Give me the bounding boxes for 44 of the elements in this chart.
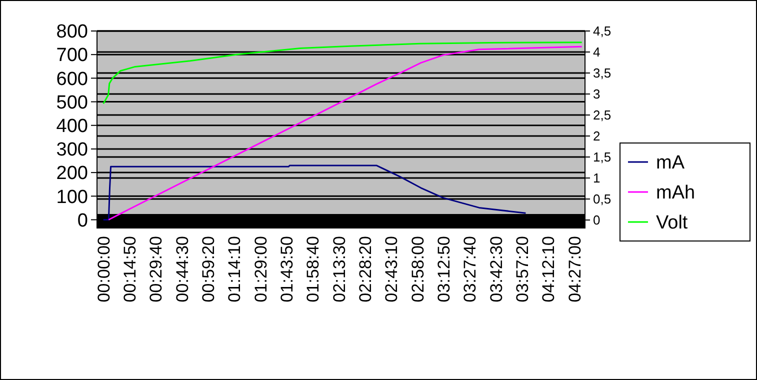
x-tick-label: 00:29:40 [146, 236, 166, 302]
y-tick-label: 500 [56, 92, 88, 114]
x-tick-label: 03:12:50 [434, 236, 454, 302]
y2-tick-label: 3,5 [593, 66, 612, 81]
x-tick-label: 03:27:40 [460, 236, 480, 302]
y2-tick-label: 2,5 [593, 108, 612, 123]
line-series [102, 42, 583, 104]
x-tick-label: 03:42:30 [486, 236, 506, 302]
line-series [108, 46, 583, 220]
y-tick-label: 700 [56, 45, 88, 66]
x-tick-label: 00:14:50 [120, 236, 140, 302]
y-tick-label: 600 [56, 68, 88, 90]
y2-tick-label: 3 [593, 86, 600, 102]
x-tick-label: 00:44:30 [172, 236, 192, 302]
x-tick-label: 01:29:00 [251, 236, 270, 302]
y2-tick-label: 4,5 [593, 24, 612, 39]
y2-tick-label: 4 [593, 44, 600, 60]
line-series [102, 164, 526, 220]
x-tick-label: 03:57:20 [513, 236, 532, 302]
y-tick-label: 400 [56, 116, 88, 138]
x-tick-label: 01:58:40 [304, 236, 323, 302]
y2-tick-label: 1 [593, 170, 600, 186]
x-tick-label: 02:58:00 [408, 236, 428, 302]
y-tick-label: 100 [56, 186, 88, 208]
legend-label: mA [656, 152, 685, 174]
legend-label: mAh [656, 182, 696, 204]
x-tick-label: 04:12:10 [539, 236, 558, 302]
legend-label: Volt [656, 212, 688, 234]
y2-tick-label: 1,5 [593, 150, 612, 165]
y-tick-label: 200 [56, 163, 88, 184]
y2-tick-label: 0 [593, 212, 600, 228]
y2-tick-label: 0,5 [593, 192, 612, 207]
x-tick-label: 02:43:10 [382, 236, 402, 302]
x-tick-label: 02:13:30 [330, 236, 349, 302]
y-tick-label: 300 [56, 140, 88, 161]
x-tick-label: 04:27:00 [565, 236, 584, 302]
x-tick-label: 00:59:20 [198, 236, 218, 302]
y-tick-label: 0 [77, 210, 88, 232]
x-tick-label: 00:00:00 [94, 236, 114, 302]
x-tick-label: 01:14:10 [225, 236, 244, 302]
y2-tick-label: 2 [593, 128, 600, 144]
y-tick-label: 800 [56, 22, 88, 43]
x-tick-label: 02:28:20 [356, 236, 376, 302]
x-tick-label: 01:43:50 [277, 236, 296, 302]
